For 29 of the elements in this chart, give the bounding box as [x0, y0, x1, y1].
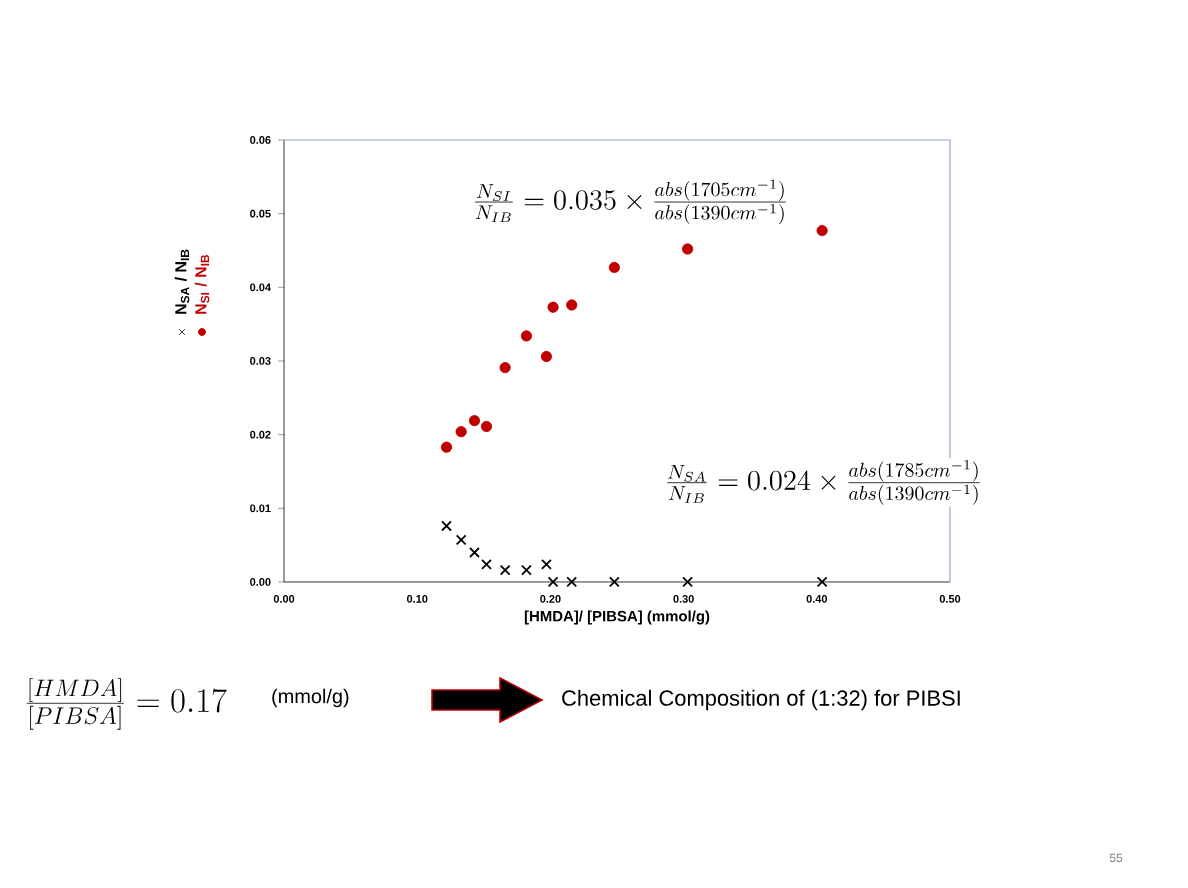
point	[540, 350, 552, 363]
point	[608, 576, 620, 588]
point	[541, 558, 552, 570]
point	[499, 362, 511, 374]
point	[520, 330, 533, 342]
point	[468, 415, 481, 427]
point	[682, 576, 694, 588]
point	[816, 576, 828, 588]
point	[440, 441, 453, 453]
annotation: $\frac{N_{SA}}{N_{IB}} = 0.024 \times \frac{abs(1785cm^{-1})}{abs(1390cm^{-1})}$	[667, 460, 980, 505]
point	[682, 243, 694, 255]
point	[455, 426, 467, 438]
text: Chemical Composition of (1:32) for PIBSI	[562, 689, 960, 711]
point	[566, 299, 578, 311]
point	[481, 558, 492, 570]
point	[469, 547, 480, 558]
point	[521, 564, 532, 576]
point	[441, 520, 452, 532]
text: (mmol/g)	[272, 688, 349, 708]
annotation: $\frac{N_{SI}}{N_{IB}} = 0.035 \times \frac{abs(1705cm^{-1})}{abs(1390cm^{-1})}$	[474, 179, 786, 225]
point	[547, 576, 559, 588]
point	[608, 261, 620, 273]
point	[547, 301, 559, 313]
point	[499, 564, 511, 576]
point	[480, 420, 493, 433]
text: $\frac{[HMDA]}{[PIBSA]} = 0.17$	[26, 678, 227, 730]
point	[455, 534, 467, 546]
point	[816, 225, 828, 237]
point	[566, 576, 578, 588]
